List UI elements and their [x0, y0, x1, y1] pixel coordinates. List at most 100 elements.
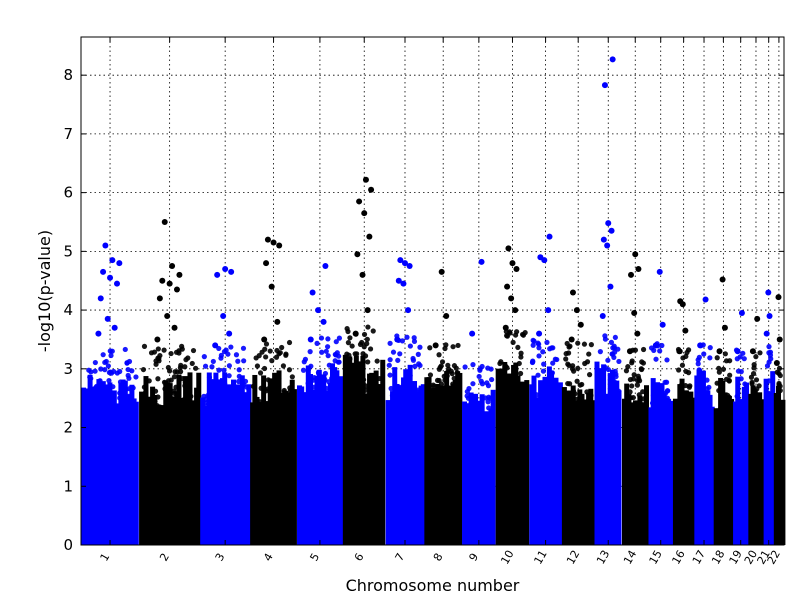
data-point	[218, 355, 224, 361]
data-point	[101, 397, 107, 404]
data-point	[640, 360, 647, 366]
data-point	[404, 334, 410, 340]
data-point	[262, 346, 268, 352]
data-point	[587, 397, 594, 403]
data-point	[98, 366, 104, 372]
data-point	[220, 408, 226, 414]
data-point	[576, 398, 582, 405]
data-point	[417, 362, 423, 369]
y-axis-title: -log10(p-value)	[35, 230, 54, 352]
data-point-cluster	[246, 384, 252, 545]
data-point	[235, 378, 242, 385]
data-point	[534, 392, 540, 398]
data-point	[638, 407, 644, 413]
data-point	[224, 410, 230, 416]
y-tick-label: 3	[63, 360, 73, 378]
data-point	[651, 347, 657, 353]
x-tick-label: 18	[709, 548, 727, 567]
data-point	[479, 381, 486, 387]
data-point	[740, 350, 746, 356]
data-point	[133, 374, 139, 380]
data-point	[305, 367, 311, 373]
data-point	[223, 347, 229, 353]
y-tick-label: 5	[63, 242, 73, 260]
data-point	[155, 376, 161, 382]
data-point	[311, 374, 317, 381]
data-point	[504, 377, 510, 383]
x-tick-label: 17	[690, 548, 708, 567]
chromosome-5-points	[296, 263, 344, 545]
data-point-top	[607, 283, 614, 290]
data-point	[360, 380, 366, 386]
data-point	[476, 418, 483, 424]
data-point-top	[171, 324, 178, 331]
data-point-top	[573, 307, 580, 314]
data-point	[703, 407, 709, 413]
chromosome-7-points	[385, 257, 426, 545]
data-point-cluster	[644, 385, 650, 545]
data-point	[486, 405, 492, 411]
data-point	[212, 394, 218, 400]
data-point	[100, 352, 106, 358]
data-point	[201, 354, 207, 360]
data-point-top	[502, 324, 509, 331]
data-point	[332, 378, 338, 384]
data-point	[325, 353, 331, 359]
data-point	[717, 380, 723, 387]
data-point	[354, 375, 361, 382]
data-point	[450, 344, 456, 350]
data-point	[230, 383, 236, 390]
data-point	[123, 386, 129, 393]
data-point	[370, 328, 376, 334]
data-point	[449, 371, 455, 377]
data-point	[764, 363, 771, 369]
data-point	[157, 352, 163, 359]
x-tick-label: 12	[564, 548, 582, 567]
data-point-cluster	[668, 400, 674, 545]
data-point	[335, 396, 341, 403]
data-point	[319, 349, 325, 355]
data-point	[335, 390, 341, 396]
data-point	[130, 385, 136, 391]
data-point	[474, 405, 480, 411]
data-point	[451, 375, 457, 382]
data-point	[365, 359, 371, 365]
data-point-top	[536, 330, 543, 337]
data-point	[387, 357, 393, 363]
data-point	[584, 389, 590, 395]
data-point	[705, 400, 711, 406]
y-tick-label: 7	[63, 125, 73, 143]
y-tick-label: 4	[63, 301, 73, 319]
data-point	[318, 335, 325, 341]
data-point	[305, 380, 311, 386]
data-point	[628, 395, 634, 401]
data-point	[209, 364, 215, 370]
data-point	[748, 374, 755, 380]
data-point	[704, 377, 710, 383]
data-point	[162, 386, 168, 392]
data-point	[609, 351, 615, 357]
data-point	[742, 381, 748, 387]
data-point	[664, 357, 670, 363]
data-point	[314, 340, 320, 346]
data-point	[575, 365, 581, 371]
data-point-top	[749, 348, 756, 355]
data-point	[141, 384, 148, 390]
data-point	[117, 395, 123, 401]
data-point-top	[214, 271, 221, 278]
chromosome-20-points	[748, 315, 765, 545]
data-point	[488, 366, 494, 372]
data-point	[323, 348, 329, 354]
data-point	[153, 358, 159, 364]
data-point	[700, 390, 706, 396]
data-point	[354, 351, 360, 357]
y-tick-label: 0	[63, 536, 73, 554]
data-point	[327, 401, 333, 407]
data-point-top	[628, 271, 635, 278]
data-point	[286, 339, 293, 346]
x-axis-title: Chromosome number	[346, 576, 520, 595]
data-point	[399, 338, 406, 344]
data-point	[365, 324, 371, 330]
data-point	[629, 414, 635, 420]
chromosome-13-points	[594, 56, 622, 545]
